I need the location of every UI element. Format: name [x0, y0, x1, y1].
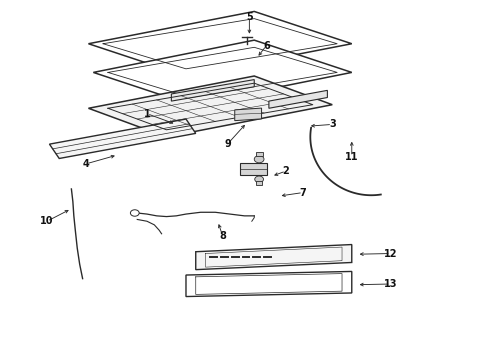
Polygon shape: [234, 108, 261, 121]
Circle shape: [130, 210, 139, 216]
Text: 7: 7: [299, 188, 306, 198]
Polygon shape: [88, 76, 331, 137]
Text: 5: 5: [245, 12, 252, 22]
Text: 4: 4: [82, 159, 89, 169]
Text: 6: 6: [263, 41, 269, 50]
Text: 12: 12: [383, 248, 397, 258]
Polygon shape: [239, 163, 267, 175]
Polygon shape: [93, 40, 351, 105]
Text: 2: 2: [282, 166, 289, 176]
Text: 8: 8: [219, 231, 225, 240]
Polygon shape: [171, 80, 254, 101]
Text: 9: 9: [224, 139, 230, 149]
Polygon shape: [185, 271, 351, 297]
Circle shape: [254, 156, 264, 163]
Circle shape: [254, 176, 263, 183]
Polygon shape: [88, 12, 351, 76]
Polygon shape: [195, 244, 351, 270]
Text: 1: 1: [143, 109, 150, 119]
Polygon shape: [268, 90, 327, 108]
Text: 10: 10: [40, 216, 54, 226]
Polygon shape: [256, 181, 262, 185]
Text: 11: 11: [345, 152, 358, 162]
Polygon shape: [49, 119, 195, 158]
Text: 13: 13: [383, 279, 397, 289]
Polygon shape: [255, 152, 262, 156]
Text: 3: 3: [328, 120, 335, 129]
